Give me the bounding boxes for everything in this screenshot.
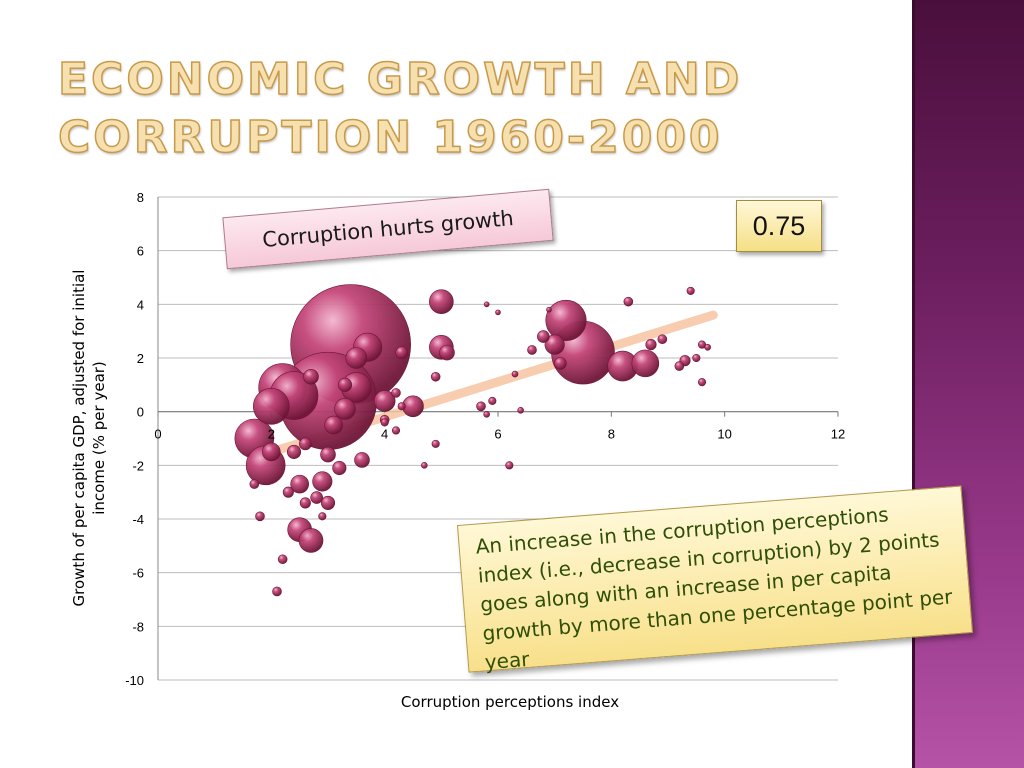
y-tick-label: -8: [132, 619, 144, 634]
data-bubble: [704, 343, 711, 351]
data-bubble: [312, 471, 333, 492]
data-bubble: [483, 411, 490, 418]
x-tick-label: 8: [608, 427, 615, 442]
data-bubble: [537, 330, 550, 343]
data-bubble: [697, 378, 707, 387]
data-bubble: [545, 299, 587, 341]
data-bubble: [290, 474, 309, 494]
data-bubble: [354, 452, 370, 468]
data-bubble: [623, 296, 634, 307]
y-axis-ticks: 8 6 4 2 0 -2 -4 -6 -8 -10: [125, 190, 144, 688]
data-bubble: [299, 497, 311, 509]
data-bubble: [255, 511, 265, 522]
data-bubble: [476, 401, 486, 412]
x-tick-label: 2: [268, 427, 275, 442]
data-bubble: [488, 396, 497, 405]
data-bubble: [431, 439, 440, 448]
data-bubble: [303, 368, 319, 385]
x-tick-label: 4: [381, 427, 388, 442]
data-bubble: [397, 402, 406, 411]
data-bubble: [373, 390, 396, 412]
scatter-chart: 0 2 4 6 8 10 12 8 6 4 2 0 -2 -4 -6 -8 -10 Corruption pe…: [70, 190, 845, 711]
page-title-line-2: CORRUPTION 1960-2000: [57, 111, 723, 164]
data-bubble: [345, 347, 368, 369]
data-bubble: [318, 512, 327, 521]
y-tick-label: -10: [125, 673, 144, 688]
data-bubble: [286, 444, 302, 459]
data-bubble: [657, 334, 668, 345]
data-bubble: [391, 426, 401, 435]
data-bubble: [310, 491, 323, 504]
data-bubble: [645, 339, 657, 351]
data-bubble: [554, 357, 567, 370]
chart-bubbles: [234, 284, 711, 597]
data-bubble: [495, 309, 501, 316]
correlation-badge: 0.75: [736, 200, 822, 252]
data-bubble: [282, 486, 294, 498]
data-bubble: [391, 388, 401, 398]
y-tick-label: 0: [137, 405, 144, 420]
y-tick-label: 4: [137, 297, 144, 312]
callout-text: Corruption hurts growth: [261, 206, 515, 252]
data-bubble: [517, 407, 524, 414]
y-tick-label: 8: [137, 190, 144, 205]
data-bubble: [380, 418, 389, 427]
data-bubble: [544, 334, 565, 355]
data-bubble: [483, 301, 490, 308]
data-bubble: [430, 371, 441, 382]
data-bubble: [395, 346, 408, 359]
y-tick-label: -2: [132, 458, 144, 473]
data-bubble: [631, 349, 660, 378]
data-bubble: [337, 377, 353, 392]
data-bubble: [674, 361, 685, 371]
y-tick-label: 2: [137, 351, 144, 366]
page-title-line-1: ECONOMIC GROWTH AND: [57, 53, 743, 106]
data-bubble: [262, 442, 281, 462]
data-bubble: [429, 289, 454, 314]
data-bubble: [334, 398, 356, 420]
data-bubble: [249, 479, 260, 489]
data-bubble: [272, 586, 282, 597]
data-bubble: [692, 353, 701, 363]
x-tick-label: 6: [494, 427, 501, 442]
data-bubble: [320, 495, 336, 510]
x-axis-ticks: 0 2 4 6 8 10 12: [154, 427, 845, 442]
y-axis-title: Growth of per capita GDP, adjusted for i…: [70, 270, 108, 607]
data-bubble: [511, 370, 519, 378]
x-tick-label: 0: [154, 427, 161, 442]
data-bubble: [324, 415, 343, 435]
data-bubble: [299, 437, 312, 451]
y-tick-label: 6: [137, 244, 144, 259]
data-bubble: [527, 345, 537, 355]
x-axis-title: Corruption perceptions index: [401, 693, 619, 711]
data-bubble: [332, 460, 347, 476]
correlation-value: 0.75: [752, 210, 806, 241]
data-bubble: [320, 446, 336, 463]
data-bubble: [421, 462, 428, 469]
y-tick-label: -4: [132, 512, 144, 527]
data-bubble: [686, 286, 695, 295]
data-bubble: [505, 461, 514, 470]
data-bubble: [439, 344, 455, 361]
x-tick-label: 10: [717, 427, 731, 442]
x-tick-label: 12: [831, 427, 845, 442]
data-bubble: [546, 306, 552, 313]
data-bubble: [298, 528, 324, 553]
decorative-sidebar: [912, 0, 1024, 768]
data-bubble: [277, 554, 288, 565]
y-tick-label: -6: [132, 566, 144, 581]
data-bubble: [253, 387, 290, 425]
